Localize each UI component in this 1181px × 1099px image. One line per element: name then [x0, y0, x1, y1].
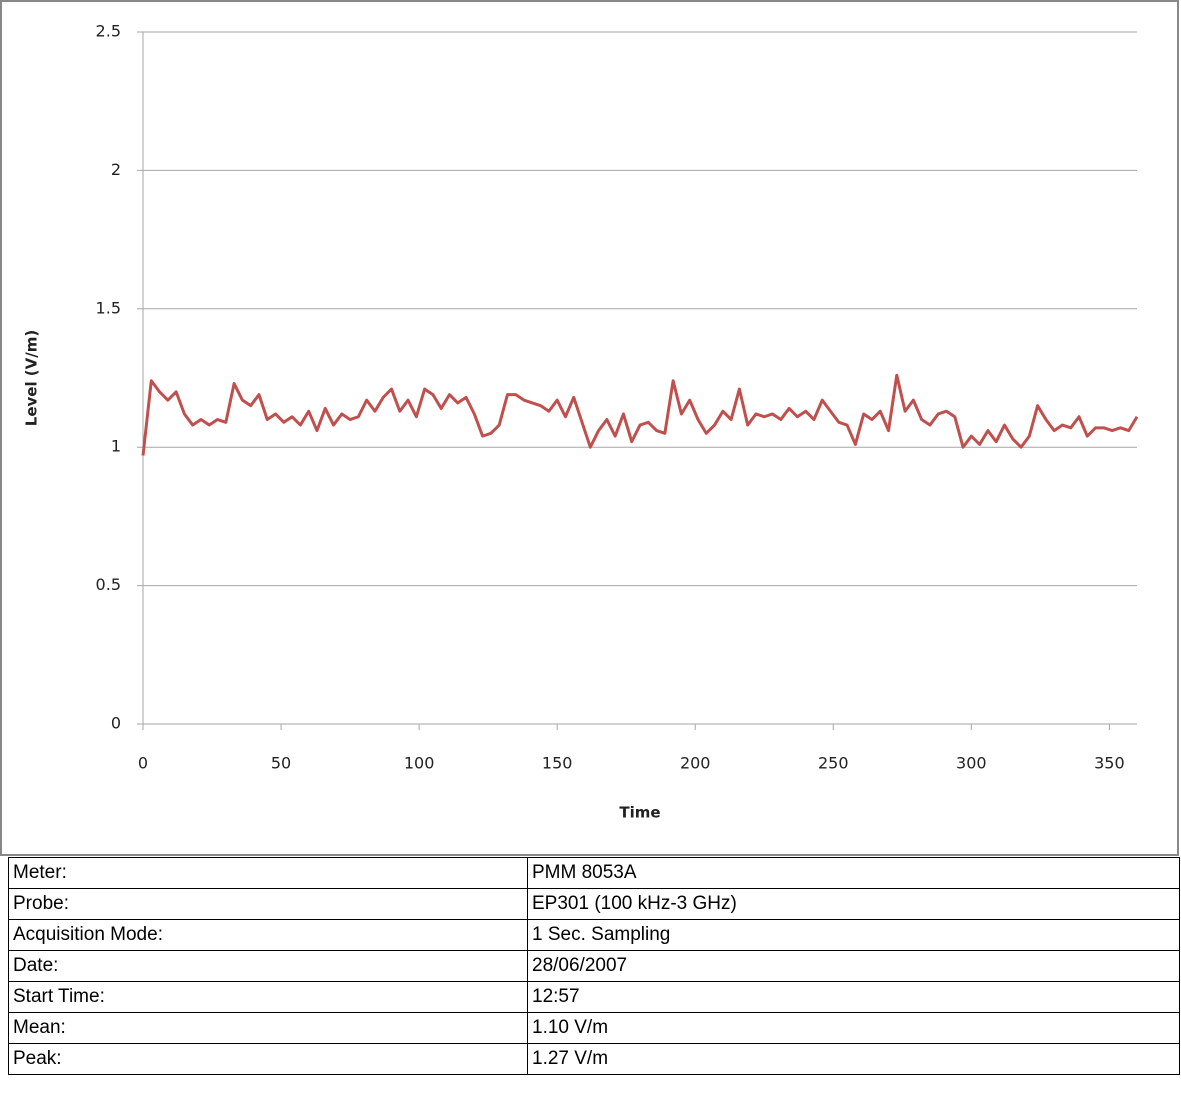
table-row: Date: 28/06/2007 [8, 950, 1180, 982]
field-name: Peak: [8, 1043, 528, 1075]
y-tick-label: 1.5 [96, 298, 121, 317]
y-tick-label: 0.5 [96, 575, 121, 594]
table-row: Peak: 1.27 V/m [8, 1043, 1180, 1075]
field-name: Acquisition Mode: [8, 919, 528, 951]
table-row: Start Time: 12:57 [8, 981, 1180, 1013]
info-table: Meter: PMM 8053A Probe: EP301 (100 kHz-3 GH… [8, 857, 1180, 1075]
x-tick-label: 300 [956, 754, 987, 773]
x-tick-label: 100 [404, 754, 435, 773]
field-name: Date: [8, 950, 528, 982]
field-name: Mean: [8, 1012, 528, 1044]
x-tick-label: 250 [818, 754, 849, 773]
x-tick-label: 0 [138, 754, 148, 773]
field-value: 1.27 V/m [527, 1043, 1180, 1075]
data-line [141, 373, 1139, 456]
table-row: Probe: EP301 (100 kHz-3 GHz) [8, 888, 1180, 920]
field-name: Probe: [8, 888, 528, 920]
table-row: Mean: 1.10 V/m [8, 1012, 1180, 1044]
x-tick-label: 150 [542, 754, 573, 773]
y-tick-label: 2 [111, 160, 121, 179]
x-tick-label: 350 [1094, 754, 1125, 773]
y-tick-label: 2.5 [96, 22, 121, 41]
chart-frame [0, 0, 1179, 856]
y-axis-title: Level (V/m) [23, 330, 41, 426]
field-value: 28/06/2007 [527, 950, 1180, 982]
x-tick-label: 200 [680, 754, 711, 773]
y-tick-label: 0 [111, 714, 121, 733]
chart: Time Level (V/m) 0 0.5 1 1.5 2 2.5 0 50 100 150 20… [0, 0, 1179, 856]
x-axis-title: Time [619, 804, 660, 822]
field-value: PMM 8053A [527, 857, 1180, 889]
field-name: Start Time: [8, 981, 528, 1013]
field-value: 1.10 V/m [527, 1012, 1180, 1044]
x-tick-label: 50 [271, 754, 291, 773]
field-value: EP301 (100 kHz-3 GHz) [527, 888, 1180, 920]
table-row: Acquisition Mode: 1 Sec. Sampling [8, 919, 1180, 951]
y-tick-label: 1 [111, 437, 121, 456]
field-value: 12:57 [527, 981, 1180, 1013]
field-name: Meter: [8, 857, 528, 889]
field-value: 1 Sec. Sampling [527, 919, 1180, 951]
table-row: Meter: PMM 8053A [8, 857, 1180, 889]
